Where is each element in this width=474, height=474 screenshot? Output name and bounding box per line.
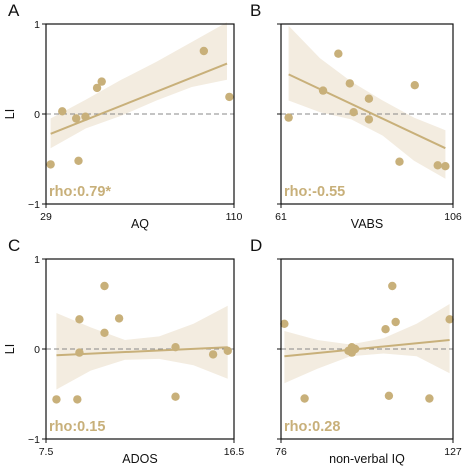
data-point: [75, 348, 84, 357]
data-point: [334, 49, 343, 58]
x-axis-label: AQ: [131, 217, 149, 231]
panel-letter: C: [8, 236, 20, 255]
data-point: [384, 391, 394, 400]
data-point: [381, 325, 390, 334]
x-axis-label: VABS: [351, 217, 383, 231]
y-tick-label: 0: [34, 344, 40, 356]
x-axis-label: non-verbal IQ: [329, 452, 405, 466]
data-point: [171, 392, 180, 401]
x-tick-label: 110: [226, 211, 243, 223]
data-point: [300, 394, 309, 403]
y-tick-label: 0: [34, 109, 40, 121]
data-point: [100, 281, 109, 291]
rho-annotation: rho:0.79*: [49, 184, 111, 200]
data-point: [114, 314, 124, 323]
x-tick-label: 127: [444, 446, 462, 458]
data-point: [395, 157, 404, 166]
data-point: [71, 114, 81, 123]
confidence-band: [284, 304, 450, 384]
data-point: [75, 315, 84, 324]
data-point: [345, 79, 354, 88]
y-axis-label: LI: [3, 344, 17, 354]
regression-line: [284, 339, 450, 358]
data-point: [280, 319, 289, 328]
data-point: [318, 86, 328, 95]
regression-line: [56, 346, 228, 357]
data-point: [74, 156, 83, 165]
y-tick-label: −1: [28, 199, 40, 211]
rho-annotation: rho:0.28: [284, 419, 340, 435]
y-tick-label: −1: [28, 434, 40, 446]
x-tick-label: 106: [444, 211, 462, 223]
rho-annotation: rho:0.15: [49, 419, 105, 435]
data-point: [92, 83, 102, 93]
y-axis-label: LI: [3, 109, 17, 119]
confidence-band: [50, 22, 227, 149]
panel-letter: B: [250, 1, 261, 20]
data-point: [100, 328, 109, 337]
data-point: [171, 343, 180, 352]
data-point: [73, 395, 82, 404]
data-point: [445, 315, 454, 324]
data-point: [208, 350, 218, 359]
data-point: [97, 77, 106, 86]
x-tick-label: 76: [275, 446, 287, 458]
panel-letter: A: [8, 1, 20, 20]
regression-line: [288, 73, 446, 150]
data-point: [364, 94, 374, 103]
panel-letter: D: [250, 236, 262, 255]
rho-annotation: rho:-0.55: [284, 184, 345, 200]
x-tick-label: 29: [40, 211, 52, 223]
x-axis-label: ADOS: [122, 452, 157, 466]
x-tick-label: 7.5: [39, 446, 54, 458]
data-point: [52, 395, 61, 404]
data-point: [350, 344, 360, 354]
regression-line: [50, 62, 228, 135]
x-tick-label: 61: [275, 211, 287, 223]
y-tick-label: 1: [34, 19, 40, 31]
data-point: [225, 92, 234, 102]
data-point: [425, 394, 434, 403]
data-point: [391, 317, 400, 327]
data-point: [81, 112, 90, 121]
data-point: [284, 113, 293, 122]
data-point: [223, 346, 232, 355]
data-point: [441, 162, 450, 171]
x-tick-label: 16.5: [224, 446, 245, 458]
data-point: [410, 81, 419, 90]
data-point: [349, 108, 358, 117]
y-tick-label: 1: [34, 254, 40, 266]
data-point: [199, 46, 209, 56]
data-point: [388, 281, 397, 291]
data-point: [58, 107, 67, 116]
confidence-band: [56, 305, 228, 390]
data-point: [46, 160, 55, 169]
data-point: [433, 161, 442, 170]
data-point: [364, 115, 374, 124]
